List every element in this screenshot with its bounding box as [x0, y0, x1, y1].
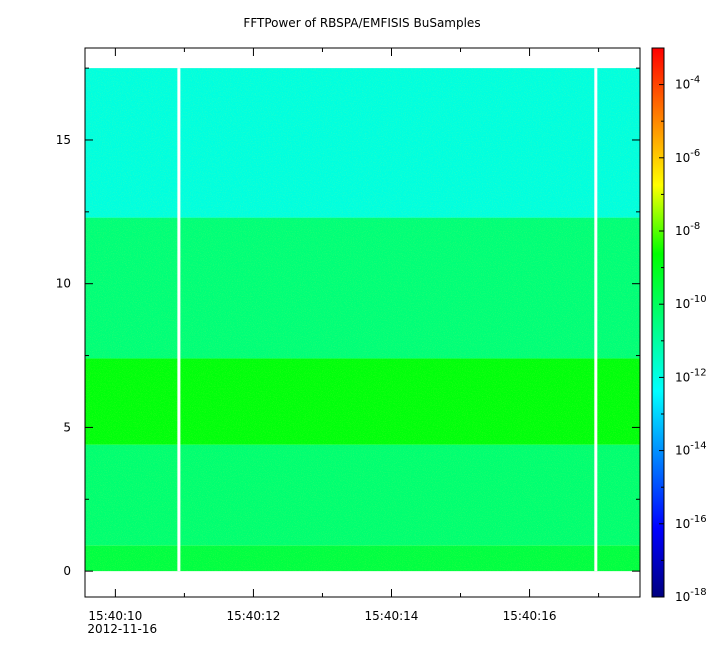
x-tick-label: 15:40:16	[503, 609, 557, 623]
y-tick-label: 15	[56, 133, 71, 147]
colorbar-tick-label: 10-10	[675, 294, 707, 311]
x-tick-label: 15:40:12	[226, 609, 280, 623]
heatmap-band-texture	[85, 358, 640, 445]
chart-title: FFTPower of RBSPA/EMFISIS BuSamples	[243, 16, 481, 30]
colorbar-tick-label: 10-4	[675, 75, 700, 92]
x-axis: 15:40:10 15:40:12 15:40:14 15:40:16 2012-11-…	[87, 48, 600, 636]
colorbar-tick-label: 10-16	[675, 514, 707, 531]
colorbar-tick-label: 10-8	[675, 221, 700, 238]
heatmap-band-texture	[85, 68, 640, 218]
heatmap-band-texture	[85, 545, 640, 572]
y-tick-label: 5	[63, 420, 71, 434]
x-date-label: 2012-11-16	[87, 622, 157, 636]
x-tick-label: 15:40:10	[88, 609, 142, 623]
heatmap-noise	[85, 68, 640, 572]
data-gap	[594, 68, 598, 572]
colorbar-gradient	[651, 47, 665, 598]
colorbar-tick-label: 10-12	[675, 367, 707, 384]
data-gaps	[177, 68, 598, 572]
y-tick-label: 10	[56, 277, 71, 291]
data-gap	[177, 68, 181, 572]
x-tick-label: 15:40:14	[365, 609, 419, 623]
heatmap-band-texture	[85, 217, 640, 359]
y-axis: 0 5 10 15	[56, 67, 640, 578]
colorbar-tick-label: 10-18	[675, 587, 707, 604]
colorbar-tick-label: 10-14	[675, 441, 707, 458]
heatmap-band-texture	[85, 444, 640, 546]
colorbar: 10-4 10-6 10-8 10-10 10-12 10-14 10-16 10-18	[651, 47, 707, 604]
colorbar-tick-label: 10-6	[675, 148, 700, 165]
y-tick-label: 0	[63, 564, 71, 578]
plot-frame	[84, 47, 641, 598]
